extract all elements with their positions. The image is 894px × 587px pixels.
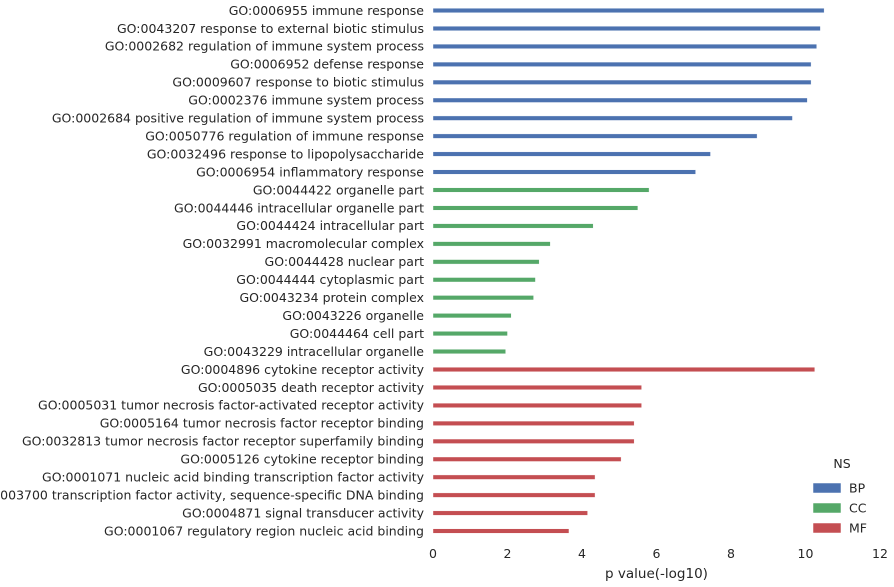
x-axis: 0 2 4 6 8 10 12 [429, 546, 888, 561]
legend-label-cc: CC [849, 501, 867, 516]
bar-mf [432, 456, 622, 462]
legend: NS BP CC MF [812, 456, 867, 536]
bar-mf [432, 420, 635, 426]
category-label: GO:0001071 nucleic acid binding transcri… [42, 470, 425, 485]
x-tick-label: 8 [727, 546, 735, 561]
legend-label-mf: MF [849, 521, 867, 536]
x-tick-label: 0 [429, 546, 437, 561]
x-tick-label: 2 [504, 546, 512, 561]
category-label: GO:0006952 defense response [230, 57, 424, 72]
category-label: GO:0005164 tumor necrosis factor recepto… [100, 416, 424, 431]
category-label: GO:0044422 organelle part [253, 182, 424, 197]
bar-mf [432, 402, 642, 408]
category-label: GO:0044428 nuclear part [265, 254, 425, 269]
bar-mf [432, 438, 635, 444]
bar-bp [432, 115, 793, 121]
category-label: GO:0005031 tumor necrosis factor-activat… [38, 398, 425, 413]
bar-cc [432, 223, 594, 229]
category-label: GO:0005126 cytokine receptor binding [180, 452, 424, 467]
bar-cc [432, 241, 551, 247]
category-label: GO:0006955 immune response [229, 3, 425, 18]
bar-cc [432, 349, 506, 354]
bar-bp [432, 133, 758, 139]
bar-cc [432, 205, 639, 211]
bar-mf [432, 510, 588, 516]
category-labels: GO:0006955 immune response GO:0043207 res… [0, 3, 425, 539]
x-tick-label: 12 [872, 546, 888, 561]
x-tick-label: 10 [798, 546, 814, 561]
category-label: GO:0002376 immune system process [188, 93, 424, 108]
category-label: GO:0004896 cytokine receptor activity [181, 362, 425, 377]
bar-cc [432, 259, 540, 265]
legend-title: NS [833, 456, 850, 471]
category-label: GO:0044424 intracellular part [236, 218, 424, 233]
category-label: GO:0044464 cell part [290, 326, 424, 341]
legend-swatch-bp [812, 482, 842, 494]
legend-swatch-mf [812, 522, 842, 534]
category-label: GO:0004871 signal transducer activity [182, 505, 424, 520]
category-label: GO:0050776 regulation of immune response [145, 128, 424, 143]
legend-swatch-cc [812, 502, 842, 514]
bar-bp [432, 43, 817, 49]
category-label: GO:0043229 intracellular organelle [204, 344, 425, 359]
x-tick-label: 4 [578, 546, 586, 561]
category-label: GO:0043234 protein complex [239, 290, 424, 305]
bar-mf [432, 367, 816, 372]
category-label: GO:0044446 intracellular organelle part [174, 200, 424, 215]
bar-mf [432, 528, 570, 534]
category-label: GO:0032813 tumor necrosis factor recepto… [22, 434, 424, 449]
bar-cc [432, 313, 512, 319]
category-label: GO:0044444 cytoplasmic part [236, 272, 424, 287]
category-label: GO:0001067 regulatory region nucleic aci… [104, 523, 424, 538]
bar-cc [432, 331, 508, 337]
x-tick-label: 6 [653, 546, 661, 561]
category-label: GO:0005035 death receptor activity [198, 380, 425, 395]
x-axis-title: p value(-log10) [605, 566, 708, 582]
bar-bp [432, 26, 821, 31]
bar-mf [432, 385, 642, 390]
bar-mf [432, 492, 596, 498]
category-label: GO:0002682 regulation of immune system p… [105, 39, 424, 54]
category-label: GO:0006954 inflammatory response [196, 164, 424, 179]
bar-cc [432, 277, 536, 283]
bar-cc [432, 295, 534, 301]
bar-mf [432, 474, 596, 480]
category-label: GO:0009607 response to biotic stimulus [172, 75, 424, 90]
category-label: GO:0003700 transcription factor activity… [0, 487, 424, 502]
bar-cc [432, 187, 650, 193]
bar-bp [432, 169, 696, 175]
bar-bp [432, 97, 808, 103]
category-label: GO:0002684 positive regulation of immune… [52, 111, 424, 126]
bar-bp [432, 8, 825, 13]
bar-bp [432, 151, 711, 157]
bar-bp [432, 79, 812, 85]
category-label: GO:0043226 organelle [282, 308, 424, 323]
category-label: GO:0032991 macromolecular complex [183, 236, 424, 251]
category-label: GO:0043207 response to external biotic s… [117, 21, 424, 36]
bars-layer [432, 8, 825, 534]
category-label: GO:0032496 response to lipopolysaccharid… [147, 146, 424, 161]
legend-label-bp: BP [849, 481, 866, 496]
bar-bp [432, 61, 812, 67]
